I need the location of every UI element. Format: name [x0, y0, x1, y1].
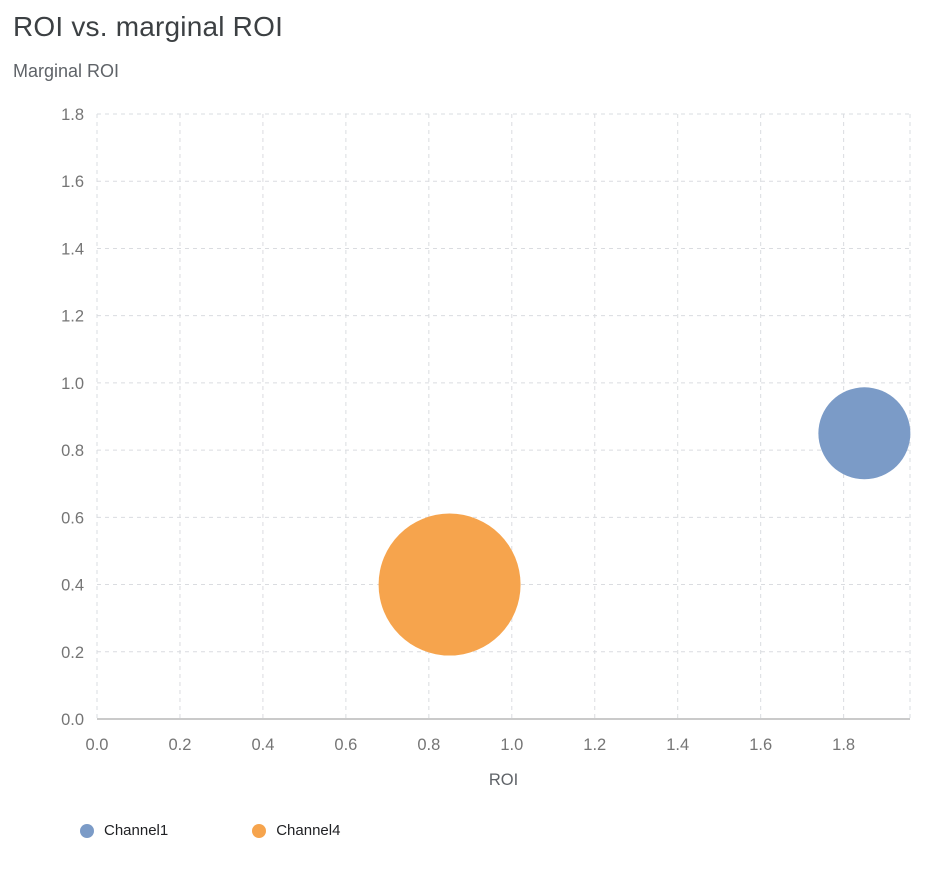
- legend: Channel1 Channel4: [80, 822, 928, 839]
- chart-title: ROI vs. marginal ROI: [13, 11, 284, 42]
- legend-swatch-channel4: [252, 823, 267, 838]
- bubble-channel1[interactable]: [818, 387, 911, 480]
- x-tick-label: 0.8: [417, 736, 440, 754]
- x-tick-label: 1.0: [500, 736, 523, 754]
- y-tick-label: 0.8: [61, 442, 84, 460]
- x-tick-label: 1.8: [832, 736, 855, 754]
- legend-swatch-channel1: [80, 823, 94, 838]
- x-tick-label: 0.6: [334, 736, 357, 754]
- y-tick-label: 1.8: [61, 106, 84, 124]
- bubble-channel4[interactable]: [378, 513, 521, 656]
- x-tick-label: 0.0: [86, 736, 109, 754]
- y-axis-title: Marginal ROI: [13, 61, 120, 81]
- x-tick-label: 1.2: [583, 736, 606, 754]
- y-tick-label: 1.4: [61, 240, 84, 258]
- x-tick-label: 1.6: [749, 736, 772, 754]
- bubbles: [378, 387, 911, 656]
- x-tick-label: 0.4: [251, 736, 274, 754]
- x-tick-label: 1.4: [666, 736, 689, 754]
- y-tick-label: 1.6: [61, 173, 84, 191]
- y-tick-label: 0.6: [61, 509, 84, 527]
- y-tick-label: 0.2: [61, 644, 84, 662]
- legend-label: Channel1: [104, 822, 169, 839]
- x-axis-title: ROI: [489, 771, 518, 789]
- legend-item-channel4[interactable]: Channel4: [252, 822, 340, 839]
- bubble-plot-area: 0.0 0.2 0.4 0.6 0.8 1.0 1.2 1.4 1.6 1.8 0.0 0.2 0.4 0…: [61, 106, 911, 789]
- legend-item-channel1[interactable]: Channel1: [80, 822, 168, 839]
- y-tick-label: 0.0: [61, 711, 84, 729]
- y-tick-label: 0.4: [61, 577, 84, 595]
- x-tick-label: 0.2: [168, 736, 191, 754]
- legend-label: Channel4: [276, 822, 341, 839]
- y-tick-label: 1.2: [61, 308, 84, 326]
- y-tick-label: 1.0: [61, 375, 84, 393]
